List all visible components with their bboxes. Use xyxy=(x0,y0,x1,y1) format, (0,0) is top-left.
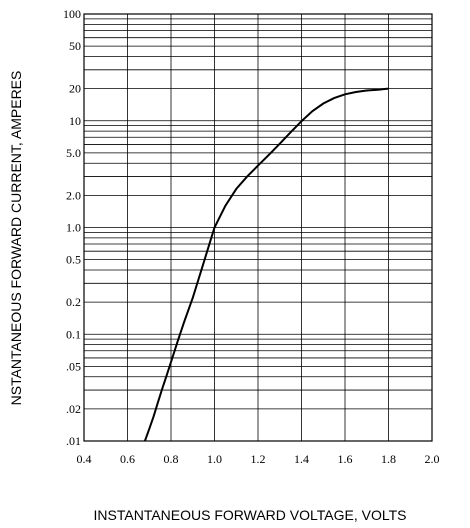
y-tick-label: 100 xyxy=(63,7,81,21)
y-tick-label: .01 xyxy=(66,434,81,448)
y-tick-label: 0.5 xyxy=(66,253,81,267)
y-tick-label: 0.2 xyxy=(66,295,81,309)
x-axis-label: INSTANTANEOUS FORWARD VOLTAGE, VOLTS xyxy=(94,507,407,523)
plot-frame xyxy=(83,13,433,442)
x-tick-label: 1.8 xyxy=(381,452,396,466)
x-tick-labels: 0.4 0.6 0.8 1.0 1.2 1.4 1.6 1.8 2.0 xyxy=(77,452,440,466)
series xyxy=(143,87,389,442)
x-tick-label: 1.6 xyxy=(338,452,353,466)
y-tick-label: 10 xyxy=(69,114,81,128)
y-tick-label: .05 xyxy=(66,359,81,373)
forward-characteristic-curve xyxy=(143,87,389,442)
y-tick-label: 50 xyxy=(69,39,81,53)
y-tick-label: 20 xyxy=(69,82,81,96)
y-tick-label: 5.0 xyxy=(66,146,81,160)
x-tick-label: 0.6 xyxy=(120,452,135,466)
x-tick-label: 0.4 xyxy=(77,452,92,466)
y-tick-label: 0.1 xyxy=(66,327,81,341)
y-tick-labels: 100 50 20 10 5.0 2.0 1.0 0.5 0.2 0.1 .05 .02 .01 xyxy=(63,7,81,448)
x-tick-label: 1.0 xyxy=(207,452,222,466)
x-tick-label: 1.2 xyxy=(251,452,266,466)
y-tick-label: 2.0 xyxy=(66,188,81,202)
y-tick-label: .02 xyxy=(66,402,81,416)
x-tick-label: 2.0 xyxy=(425,452,440,466)
grid xyxy=(83,13,433,442)
x-tick-label: 0.8 xyxy=(164,452,179,466)
y-tick-label: 1.0 xyxy=(66,221,81,235)
y-axis-label: NSTANTANEOUS FORWARD CURRENT, AMPERES xyxy=(8,71,24,406)
x-tick-label: 1.4 xyxy=(294,452,309,466)
